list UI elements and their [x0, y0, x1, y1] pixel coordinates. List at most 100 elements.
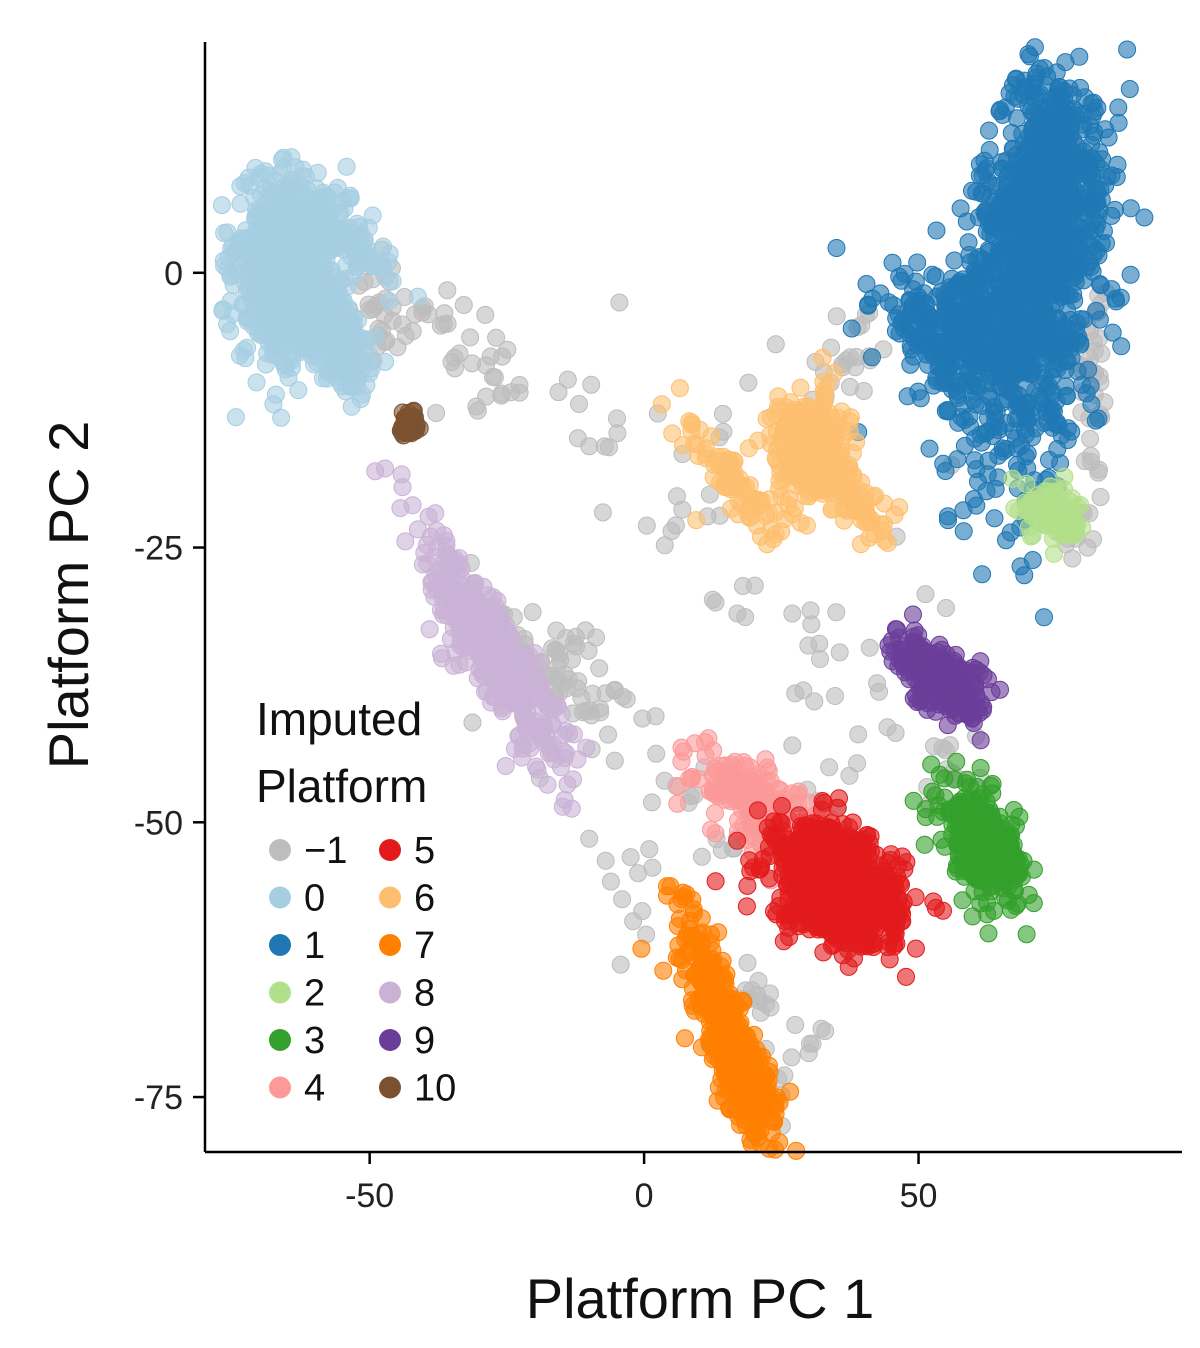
data-point: [863, 931, 882, 950]
data-point: [1066, 198, 1085, 217]
data-point: [848, 754, 867, 773]
data-point: [611, 955, 630, 974]
data-point: [941, 736, 959, 755]
data-point: [990, 302, 1009, 321]
data-point: [956, 774, 975, 793]
data-point: [408, 287, 427, 306]
data-point: [549, 383, 568, 402]
data-point: [298, 314, 317, 333]
data-point: [992, 844, 1011, 863]
data-point: [955, 410, 974, 429]
data-point: [858, 512, 877, 531]
data-point: [864, 488, 883, 507]
data-point: [579, 641, 598, 660]
data-point: [642, 793, 661, 812]
data-point: [333, 219, 352, 238]
data-point: [814, 372, 833, 391]
data-point: [1027, 174, 1046, 193]
data-point: [1065, 180, 1084, 199]
data-point: [275, 215, 294, 234]
data-point: [576, 621, 595, 640]
data-point: [237, 283, 256, 301]
data-point: [1120, 80, 1139, 98]
data-point: [1091, 276, 1110, 295]
data-point: [971, 759, 990, 777]
data-point: [739, 500, 758, 519]
data-point: [936, 343, 955, 362]
data-point: [835, 868, 853, 887]
data-point: [438, 314, 457, 333]
series-1-points: [212, 148, 427, 427]
data-point: [781, 425, 799, 444]
data-point: [289, 381, 308, 400]
data-point: [1090, 310, 1109, 329]
data-point: [376, 268, 395, 287]
data-point: [915, 835, 934, 854]
data-point: [1090, 143, 1109, 162]
data-point: [442, 353, 461, 371]
data-point: [1056, 361, 1075, 379]
data-point: [692, 847, 711, 866]
data-point: [948, 450, 967, 469]
data-point: [849, 725, 868, 744]
data-point: [827, 307, 846, 326]
data-point: [1004, 881, 1023, 900]
data-point: [1063, 165, 1082, 184]
data-point: [927, 221, 946, 240]
data-point: [663, 424, 682, 443]
data-point: [920, 439, 939, 458]
data-point: [568, 429, 587, 448]
data-point: [396, 326, 415, 345]
data-point: [1043, 382, 1062, 401]
data-point: [1062, 422, 1081, 441]
data-point: [823, 827, 842, 846]
data-point: [906, 939, 925, 958]
data-point: [274, 191, 293, 210]
data-point: [1025, 38, 1044, 57]
data-point: [890, 324, 909, 343]
data-point: [914, 308, 933, 327]
data-point: [990, 273, 1009, 292]
data-point: [724, 768, 743, 787]
data-point: [608, 424, 627, 443]
data-point: [338, 278, 357, 296]
data-point: [842, 319, 861, 338]
data-point: [1042, 198, 1061, 217]
data-point: [973, 166, 992, 185]
data-point: [986, 410, 1005, 429]
data-point: [802, 615, 821, 634]
data-point: [764, 530, 783, 549]
data-point: [559, 670, 578, 689]
data-point: [590, 659, 609, 678]
data-point: [1049, 256, 1068, 275]
data-point: [1042, 174, 1061, 193]
data-point: [1071, 335, 1090, 354]
data-point: [954, 522, 973, 541]
data-point: [786, 1015, 805, 1034]
data-point: [362, 359, 381, 378]
data-point: [984, 901, 1003, 920]
data-point: [938, 507, 957, 526]
data-point: [596, 684, 615, 703]
data-point: [757, 781, 776, 800]
data-point: [868, 865, 887, 884]
data-point: [427, 404, 446, 422]
data-point: [973, 565, 992, 584]
data-point: [1017, 925, 1036, 944]
data-point: [1062, 523, 1081, 542]
data-point: [468, 401, 487, 420]
data-point: [1111, 288, 1130, 307]
data-point: [668, 487, 686, 506]
data-point: [637, 516, 656, 535]
data-point: [779, 906, 797, 925]
data-point: [1103, 323, 1122, 342]
data-point: [670, 379, 689, 398]
data-point: [1107, 168, 1126, 186]
data-point: [546, 641, 565, 659]
data-point: [238, 229, 257, 248]
data-point: [791, 378, 810, 397]
data-point: [570, 395, 588, 413]
data-point: [1074, 271, 1093, 290]
data-point: [775, 510, 794, 528]
data-point: [917, 333, 936, 352]
